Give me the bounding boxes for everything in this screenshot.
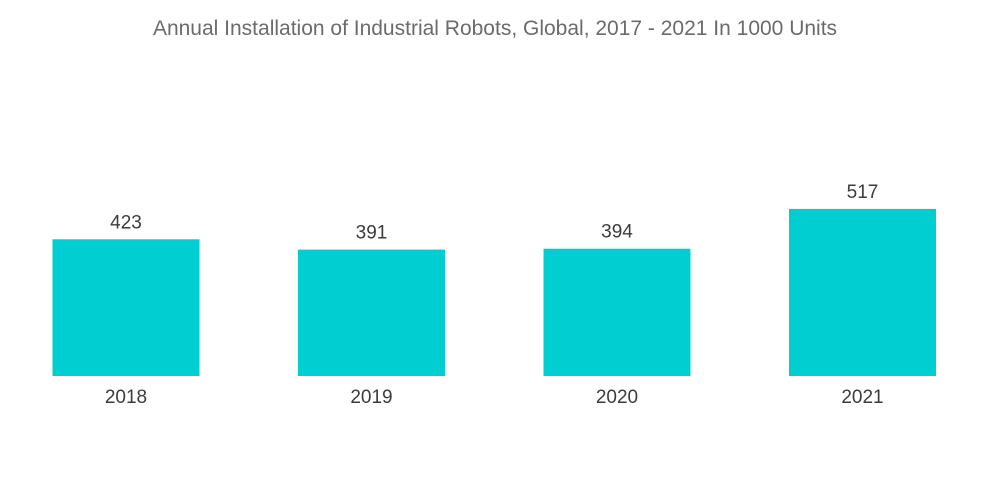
x-tick-label-2021: 2021 bbox=[841, 387, 883, 408]
value-label-2019: 391 bbox=[356, 223, 388, 244]
x-tick-label-2019: 2019 bbox=[350, 387, 392, 408]
x-tick-label-2018: 2018 bbox=[105, 387, 147, 408]
bar-2019 bbox=[298, 249, 445, 376]
value-label-2021: 517 bbox=[847, 182, 879, 203]
bar-2021 bbox=[789, 208, 936, 376]
bar-2018 bbox=[52, 239, 200, 376]
chart-title: Annual Installation of Industrial Robots… bbox=[152, 17, 838, 40]
value-label-2020: 394 bbox=[601, 222, 633, 243]
x-tick-label-2020: 2020 bbox=[596, 387, 638, 408]
bar-2020 bbox=[543, 248, 691, 376]
value-label-2018: 423 bbox=[110, 212, 142, 233]
